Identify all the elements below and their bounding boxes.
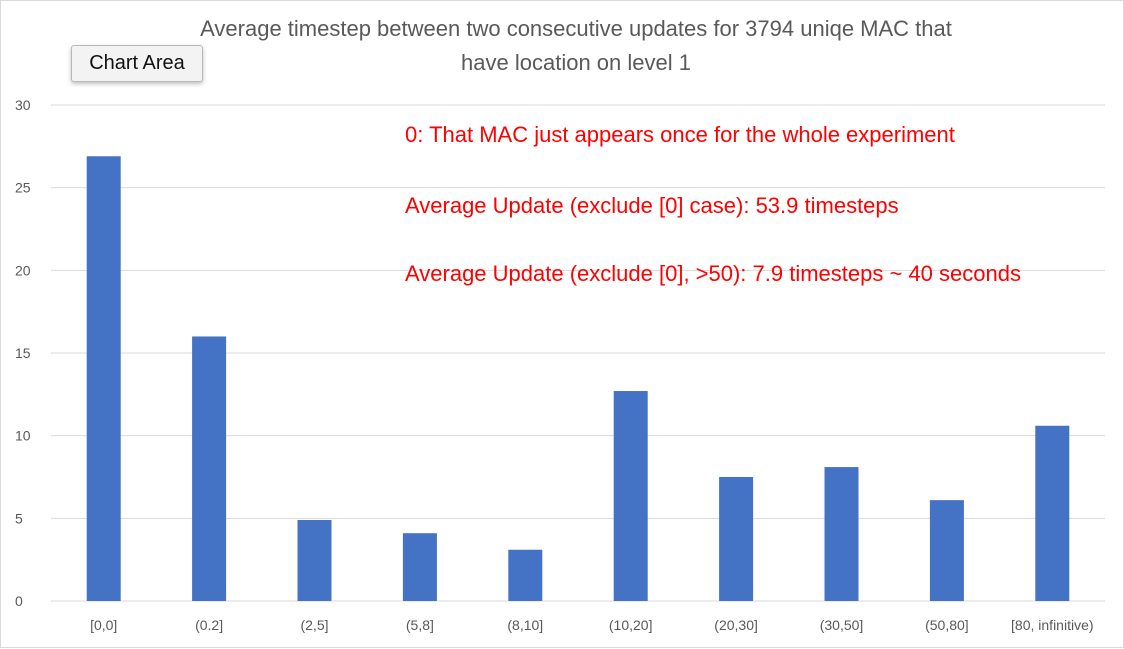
x-tick-label: (0.2] [195, 617, 223, 633]
x-tick-label: (50,80] [925, 617, 969, 633]
y-tick-label: 30 [15, 97, 31, 113]
bar [508, 549, 543, 601]
y-tick-label: 25 [15, 180, 31, 196]
y-tick-label: 5 [15, 510, 23, 526]
bar [297, 519, 332, 601]
y-tick-label: 15 [15, 345, 31, 361]
bar [86, 156, 121, 601]
bar [1035, 425, 1070, 601]
bar [402, 533, 437, 601]
chart-title-line-1: Average timestep between two consecutive… [200, 16, 952, 41]
x-tick-label: (2,5] [300, 617, 328, 633]
bar [192, 336, 227, 601]
bar [824, 467, 859, 601]
x-tick-label: [0,0] [90, 617, 117, 633]
y-tick-label: 20 [15, 262, 31, 278]
chart-title-line-2: have location on level 1 [461, 50, 691, 75]
y-tick-label: 10 [15, 428, 31, 444]
y-tick-label: 0 [15, 593, 23, 609]
x-tick-label: [80, infinitive) [1011, 617, 1093, 633]
chart-area-tooltip: Chart Area [71, 45, 203, 82]
x-tick-label: (20,30] [714, 617, 758, 633]
annotation-average-update-filtered: Average Update (exclude [0], >50): 7.9 t… [405, 261, 1021, 286]
x-tick-label: (10,20] [609, 617, 653, 633]
x-tick-label: (8,10] [507, 617, 543, 633]
annotation-appears-once: 0: That MAC just appears once for the wh… [405, 122, 955, 147]
x-tick-label: (5,8] [406, 617, 434, 633]
annotation-average-update: Average Update (exclude [0] case): 53.9 … [405, 193, 899, 218]
x-tick-label: (30,50] [820, 617, 864, 633]
bar [719, 477, 754, 601]
bar [613, 391, 648, 601]
bar [929, 500, 964, 601]
